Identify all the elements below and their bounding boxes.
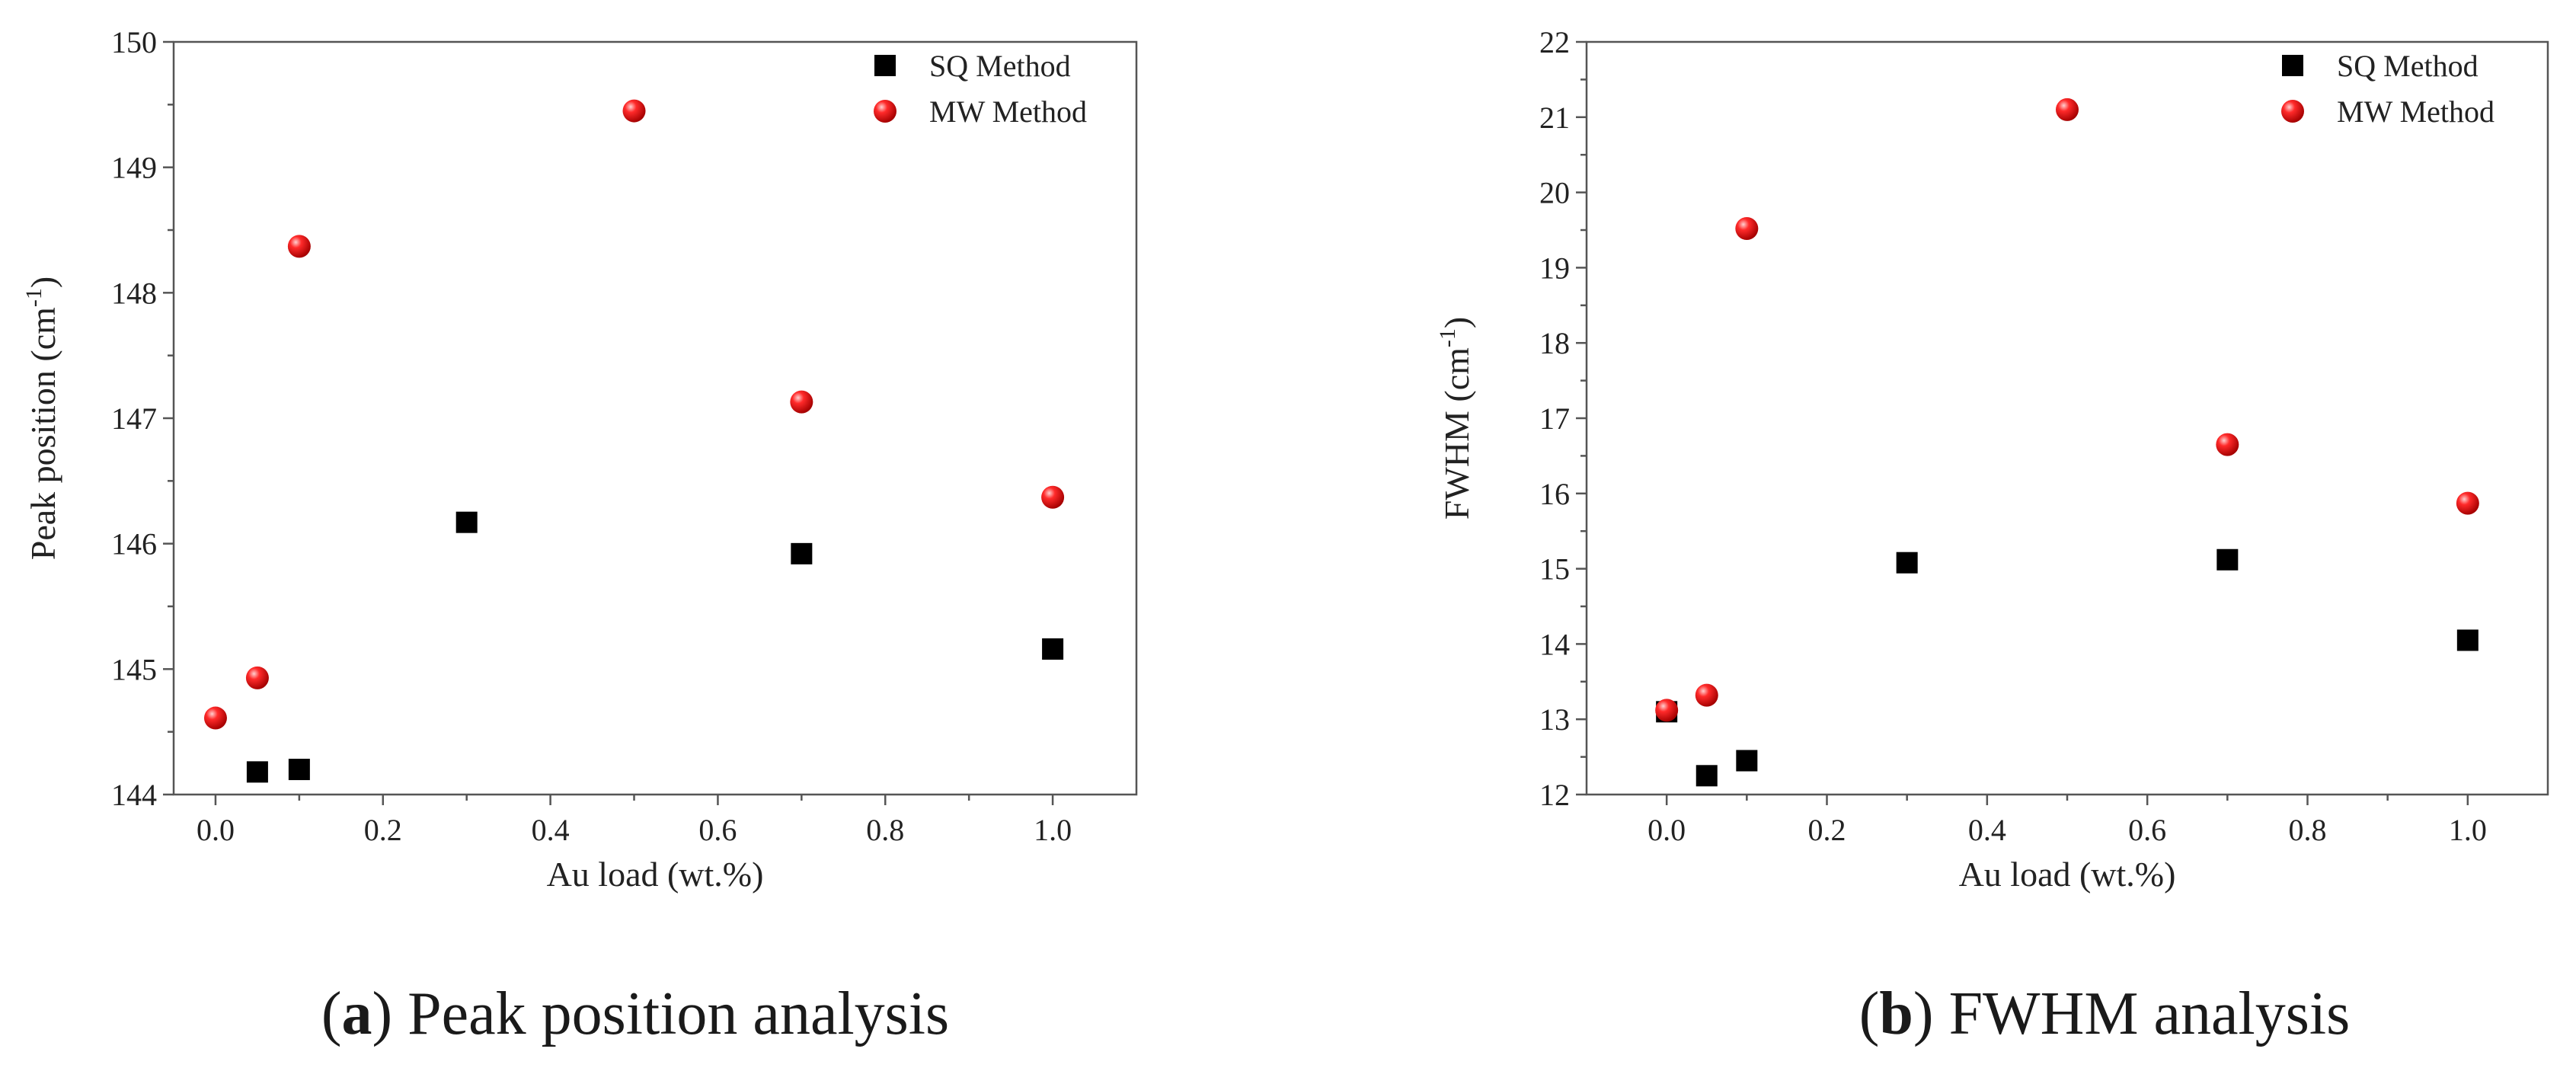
legend-label: MW Method [929, 94, 1087, 129]
chart-panel-a: 144 145 146 147 148 149 150 0.0 0.2 0.4 0.6 0.8 1.0 A… [21, 25, 1138, 1047]
y-tick-label: 15 [1539, 552, 1570, 587]
y-tick-label: 20 [1539, 176, 1570, 210]
mw-method-point [622, 99, 646, 123]
y-tick-label: 22 [1539, 25, 1570, 59]
sq-method-point [246, 761, 268, 783]
mw-method-point [203, 706, 227, 730]
x-tick-label: 0.8 [866, 813, 904, 847]
x-tick-label: 0.8 [2289, 813, 2327, 847]
sq-method-point [1695, 765, 1718, 787]
y-tick-label: 17 [1539, 401, 1570, 436]
legend-label: SQ Method [2337, 49, 2479, 83]
y-tick-label: 146 [111, 527, 157, 561]
mw-method-point [2056, 98, 2079, 121]
y-tick-label: 148 [111, 276, 157, 310]
x-tick-label: 0.6 [698, 813, 737, 847]
chart-panel-b: 12 13 14 15 16 17 18 19 20 21 22 0.0 0.2 0.4 0.6 0.8 1.0… [1435, 25, 2549, 1047]
y-axis-title: Peak position (cm-1) [21, 277, 62, 561]
x-axis-title: Au load (wt.%) [547, 855, 764, 894]
x-tick-label: 0.4 [532, 813, 570, 847]
y-tick-label: 147 [111, 401, 157, 436]
x-tick-label: 0.0 [197, 813, 235, 847]
sq-method-point [1736, 750, 1758, 772]
mw-method-point [2456, 491, 2479, 515]
y-tick-label: 145 [111, 652, 157, 686]
mw-method-point [287, 235, 311, 258]
sq-method-point [791, 542, 813, 564]
plot-frame [1585, 40, 2549, 796]
legend-square-icon [2282, 55, 2303, 76]
sq-method-point [2456, 629, 2479, 651]
x-tick-label: 1.0 [2449, 813, 2487, 847]
legend-label: MW Method [2337, 94, 2495, 129]
x-tick-label: 1.0 [1034, 813, 1072, 847]
y-tick-label: 14 [1539, 627, 1570, 661]
mw-method-point [245, 666, 269, 689]
plot-frame [172, 40, 1138, 796]
y-tick-label: 149 [111, 151, 157, 185]
mw-method-point [1655, 699, 1679, 722]
y-axis-title: FWHM (cm-1) [1435, 317, 1476, 520]
legend-label: SQ Method [929, 49, 1071, 83]
y-tick-label: 150 [111, 25, 157, 59]
y-tick-label: 13 [1539, 702, 1570, 737]
legend-circle-icon [2281, 100, 2304, 123]
y-tick-label: 144 [111, 778, 157, 812]
x-tick-label: 0.4 [1968, 813, 2006, 847]
mw-method-point [1735, 217, 1759, 241]
x-tick-label: 0.0 [1648, 813, 1686, 847]
sq-method-point [2216, 548, 2239, 571]
y-tick-label: 12 [1539, 778, 1570, 812]
y-tick-label: 16 [1539, 477, 1570, 511]
sq-method-point [455, 511, 478, 533]
x-tick-label: 0.2 [364, 813, 402, 847]
sq-method-point [1896, 552, 1918, 574]
mw-method-point [1695, 683, 1718, 707]
x-axis-title: Au load (wt.%) [1959, 855, 2176, 894]
mw-method-point [1041, 485, 1065, 509]
y-tick-label: 18 [1539, 326, 1570, 360]
legend-square-icon [874, 55, 896, 76]
figure-caption: (a) Peak position analysis [321, 980, 949, 1047]
mw-method-point [2216, 433, 2239, 456]
x-tick-label: 0.2 [1808, 813, 1846, 847]
y-tick-label: 21 [1539, 101, 1570, 135]
sq-method-point [288, 759, 310, 781]
legend-circle-icon [874, 100, 896, 123]
x-tick-label: 0.6 [2128, 813, 2166, 847]
mw-method-point [790, 390, 813, 414]
y-tick-label: 19 [1539, 251, 1570, 285]
figure-caption: (b) FWHM analysis [1859, 980, 2350, 1047]
sq-method-point [1042, 638, 1064, 660]
